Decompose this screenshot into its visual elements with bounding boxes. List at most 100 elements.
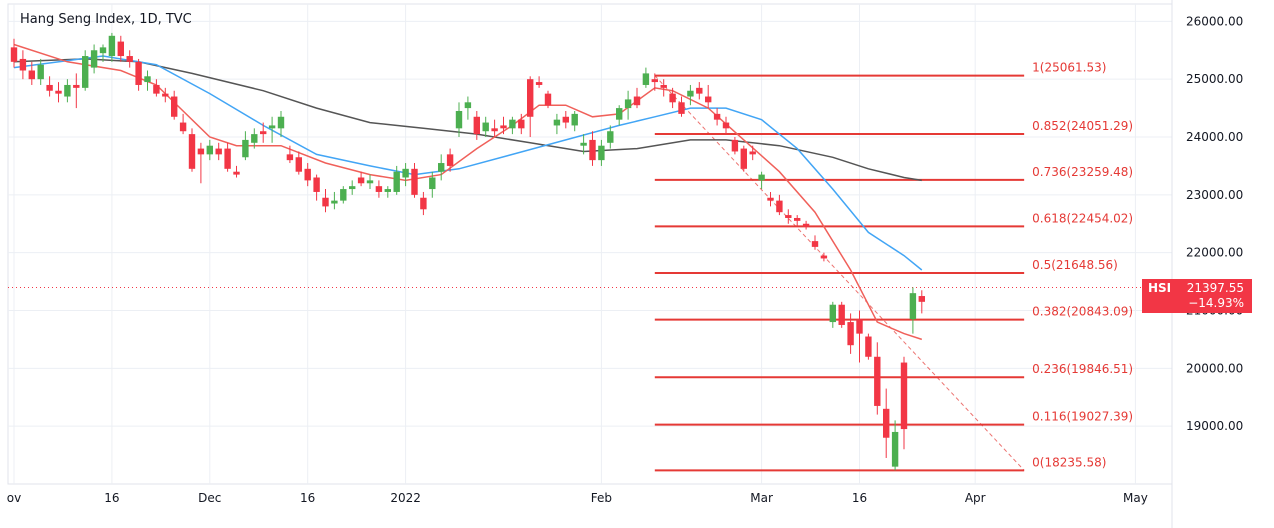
candle-body xyxy=(731,139,739,152)
x-tick-label: 16 xyxy=(300,491,315,505)
fib-level-label: 0.5(21648.56) xyxy=(1032,258,1118,272)
candle-body xyxy=(420,197,427,210)
candle-body xyxy=(28,70,35,80)
badge-change: −14.93% xyxy=(1188,296,1244,310)
x-tick-label: May xyxy=(1123,491,1148,505)
candle-body xyxy=(349,186,356,190)
candle-body xyxy=(802,223,810,227)
fib-level-label: 0.116(19027.39) xyxy=(1032,410,1133,424)
candle-body xyxy=(527,79,534,117)
candle-body xyxy=(135,61,142,85)
candle-body xyxy=(55,90,62,94)
candle-body xyxy=(669,93,676,103)
candle-body xyxy=(393,171,400,192)
x-tick-label: Dec xyxy=(198,491,221,505)
candle-body xyxy=(740,148,747,169)
candle-body xyxy=(847,322,854,346)
candle-body xyxy=(758,174,765,181)
y-tick-label: 23000.00 xyxy=(1186,188,1243,202)
candle-body xyxy=(206,145,213,155)
candle-body xyxy=(464,102,472,109)
candle-body xyxy=(179,122,187,132)
badge-symbol: HSI xyxy=(1148,281,1172,295)
candle-body xyxy=(705,96,712,103)
badge-price: 21397.55 xyxy=(1186,281,1244,295)
candle-body xyxy=(268,125,276,129)
candle-body xyxy=(713,113,721,120)
candle-body xyxy=(197,148,205,155)
candle-body xyxy=(874,356,881,406)
candle-body xyxy=(455,110,463,129)
candle-body xyxy=(811,241,819,247)
candle-body xyxy=(366,180,374,184)
candle-body xyxy=(304,168,311,181)
candle-body xyxy=(687,90,694,97)
y-tick-label: 22000.00 xyxy=(1186,246,1243,260)
candle-body xyxy=(286,154,294,161)
candle-body xyxy=(580,142,587,146)
candle-body xyxy=(883,408,890,438)
y-tick-label: 19000.00 xyxy=(1186,419,1243,433)
candle-body xyxy=(162,93,169,97)
ma-mid-line xyxy=(13,55,923,271)
candle-body xyxy=(865,336,872,357)
candle-body xyxy=(785,215,792,218)
candle-body xyxy=(820,255,828,259)
candle-body xyxy=(153,84,160,94)
candle-body xyxy=(562,116,569,123)
x-tick-label: Apr xyxy=(965,491,986,505)
candle-body xyxy=(722,122,730,129)
candle-body xyxy=(402,168,409,178)
candle-body xyxy=(544,93,552,106)
chart-title: Hang Seng Index, 1D, TVC xyxy=(20,12,192,27)
candle-body xyxy=(331,200,338,204)
candle-body xyxy=(518,119,525,129)
candle-body xyxy=(642,73,650,85)
candle-body xyxy=(482,122,489,132)
candle-body xyxy=(473,116,480,135)
y-tick-label: 25000.00 xyxy=(1186,72,1243,86)
candle-body xyxy=(616,108,623,120)
candle-body xyxy=(678,102,685,114)
fib-level-label: 1(25061.53) xyxy=(1032,61,1106,75)
fib-level-label: 0.852(24051.29) xyxy=(1032,119,1133,133)
candle-body xyxy=(340,189,347,201)
x-tick-label: 16 xyxy=(852,491,867,505)
candle-body xyxy=(589,139,596,161)
candle-body xyxy=(856,319,863,334)
candle-body xyxy=(10,47,18,62)
candle-body xyxy=(918,296,925,302)
fib-level-label: 0.236(19846.51) xyxy=(1032,362,1133,376)
ma-long-line xyxy=(13,58,922,182)
candle-body xyxy=(233,171,240,175)
candle-body xyxy=(829,304,836,323)
x-tick-label: 2022 xyxy=(390,491,421,505)
candle-body xyxy=(411,168,418,195)
candle-body xyxy=(64,84,71,97)
candle-body xyxy=(73,84,80,88)
candle-body xyxy=(900,362,908,430)
y-tick-label: 20000.00 xyxy=(1186,361,1243,375)
candle-body xyxy=(46,84,53,91)
candle-body xyxy=(19,58,27,71)
candle-body xyxy=(188,134,196,169)
plot-area xyxy=(7,3,1173,485)
candle-body xyxy=(251,134,258,143)
fib-level-label: 0.382(20843.09) xyxy=(1032,305,1133,319)
fib-trend-line xyxy=(654,75,1025,471)
candle-body xyxy=(90,50,98,68)
ma-short-line xyxy=(13,43,923,341)
x-tick-label: 16 xyxy=(104,491,119,505)
candle-body xyxy=(794,217,801,221)
candle-body xyxy=(571,113,578,126)
candle-body xyxy=(660,84,667,88)
candle-body xyxy=(82,56,89,88)
candle-body xyxy=(633,96,641,106)
candle-body xyxy=(598,145,605,161)
candle-body xyxy=(108,35,116,57)
candle-body xyxy=(37,64,44,80)
candle-body xyxy=(696,87,703,94)
candle-body xyxy=(891,431,899,467)
